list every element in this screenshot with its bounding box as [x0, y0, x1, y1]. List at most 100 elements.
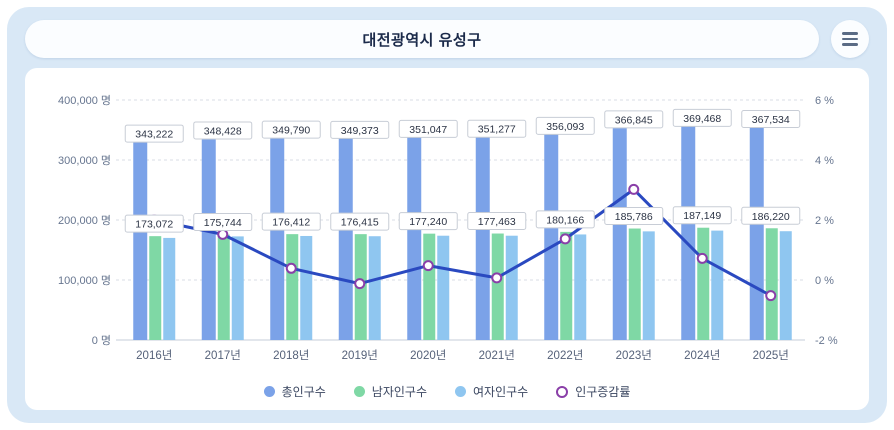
bar-female-2022년[interactable] [574, 234, 587, 340]
legend-item-total[interactable]: 총인구수 [263, 383, 326, 400]
marker-growth-2019년[interactable] [354, 278, 366, 290]
marker-growth-2020년[interactable] [422, 260, 434, 272]
y2-axis-tick: -2 % [815, 335, 838, 347]
bar-male-2020년[interactable] [423, 233, 436, 340]
legend-label: 인구증감률 [575, 385, 631, 399]
label-male-2023년-box [604, 207, 664, 226]
label-total-2021년: 351,277 [478, 124, 516, 136]
label-total-2016년-box [124, 124, 184, 143]
bar-female-2024년[interactable] [711, 230, 724, 340]
y-axis-tick: 100,000 명 [58, 274, 111, 287]
label-total-2023년-box [604, 110, 664, 129]
x-axis-tick: 2021년 [479, 349, 515, 362]
label-male-2025년: 186,220 [752, 211, 790, 223]
y2-axis-tick: 0 % [815, 275, 834, 287]
y-axis-tick: 200,000 명 [58, 214, 111, 227]
menu-button[interactable] [831, 20, 869, 58]
marker-growth-2018년[interactable] [285, 262, 297, 274]
label-male-2020년-box [398, 212, 458, 231]
bar-male-2024년[interactable] [697, 227, 710, 340]
bar-male-2021년[interactable] [491, 233, 504, 340]
label-total-2017년: 348,428 [204, 125, 242, 137]
bar-female-2019년[interactable] [368, 236, 381, 340]
label-male-2022년: 180,166 [546, 214, 584, 226]
population-chart: 0 명 -2 % 100,000 명 0 % 200,000 명 2 % 300,000 명… [58, 94, 838, 362]
legend-dot-icon-female [454, 386, 466, 397]
legend-dot-icon-male [353, 386, 365, 397]
label-total-2018년: 349,790 [272, 125, 310, 137]
label-male-2025년-box [741, 206, 801, 225]
x-axis-tick: 2019년 [342, 349, 378, 362]
label-male-2022년-box [535, 210, 595, 229]
bar-total-2022년[interactable] [544, 126, 559, 340]
x-axis-tick: 2016년 [136, 349, 172, 362]
legend-item-growth[interactable]: 인구증감률 [556, 383, 630, 400]
label-total-2019년: 349,373 [341, 125, 379, 137]
label-total-2020년-box [398, 119, 458, 138]
bar-total-2021년[interactable] [475, 129, 490, 340]
marker-growth-2021년[interactable] [491, 272, 503, 284]
x-axis-tick: 2018년 [273, 349, 309, 362]
y-axis-tick: 300,000 명 [58, 154, 111, 167]
label-male-2018년-box [261, 212, 321, 231]
label-male-2024년-box [672, 206, 732, 225]
bar-female-2021년[interactable] [505, 235, 518, 340]
bar-male-2022년[interactable] [560, 231, 573, 340]
label-total-2021년-box [467, 119, 527, 138]
marker-growth-2025년[interactable] [765, 290, 777, 302]
x-axis-tick: 2025년 [753, 349, 789, 362]
legend-item-male[interactable]: 남자인구수 [353, 383, 427, 400]
label-male-2024년: 187,149 [683, 210, 721, 222]
bar-total-2023년[interactable] [612, 119, 627, 340]
bar-total-2020년[interactable] [407, 129, 422, 340]
legend-item-female[interactable]: 여자인구수 [454, 383, 528, 400]
line-growth-rate [153, 187, 772, 297]
label-total-2024년-box [672, 108, 732, 127]
legend-ring-icon-growth [556, 385, 569, 398]
bar-total-2025년[interactable] [749, 119, 764, 340]
legend-dot-icon-total [263, 386, 275, 397]
label-male-2021년: 177,463 [478, 216, 516, 228]
bar-total-2019년[interactable] [338, 130, 353, 340]
label-male-2019년-box [330, 212, 390, 231]
bar-male-2017년[interactable] [217, 234, 230, 340]
bar-total-2016년[interactable] [133, 134, 148, 340]
label-male-2017년: 175,744 [204, 217, 242, 229]
legend-label: 총인구수 [281, 385, 326, 399]
chart-legend: 총인구수 남자인구수 여자인구수 인구증감률 [25, 383, 869, 400]
label-total-2024년: 369,468 [683, 113, 721, 125]
bar-male-2016년[interactable] [149, 236, 162, 340]
page-title: 대전광역시 유성구 [362, 31, 482, 49]
bar-total-2017년[interactable] [201, 130, 216, 340]
marker-growth-2022년[interactable] [559, 233, 571, 245]
marker-growth-2023년[interactable] [628, 183, 640, 195]
x-axis-tick: 2017년 [205, 349, 241, 362]
label-male-2019년: 176,415 [341, 217, 379, 229]
label-total-2025년-box [741, 109, 801, 128]
bar-female-2018년[interactable] [300, 235, 313, 340]
marker-growth-2024년[interactable] [696, 252, 708, 264]
title-bar: 대전광역시 유성구 [25, 20, 819, 58]
bar-female-2017년[interactable] [231, 236, 244, 340]
label-total-2023년: 366,845 [615, 114, 653, 126]
bar-female-2025년[interactable] [779, 231, 792, 340]
bar-total-2024년[interactable] [681, 118, 696, 340]
bar-male-2023년[interactable] [628, 228, 641, 340]
bar-male-2018년[interactable] [286, 234, 299, 340]
chart-panel: 0 명 -2 % 100,000 명 0 % 200,000 명 2 % 300,000 명… [25, 68, 869, 410]
bar-male-2025년[interactable] [765, 228, 778, 340]
x-axis-tick: 2023년 [616, 349, 652, 362]
bar-female-2020년[interactable] [437, 235, 450, 340]
bar-total-2018년[interactable] [270, 130, 285, 340]
label-total-2018년-box [261, 120, 321, 139]
label-male-2017년-box [193, 213, 253, 232]
label-total-2019년-box [330, 120, 390, 139]
label-total-2020년: 351,047 [409, 124, 447, 136]
y2-axis-tick: 4 % [815, 155, 834, 167]
y-axis-tick: 0 명 [92, 334, 111, 347]
y-axis-tick: 400,000 명 [58, 94, 111, 107]
label-male-2021년-box [467, 212, 527, 231]
bar-female-2016년[interactable] [163, 237, 176, 340]
bar-female-2023년[interactable] [642, 231, 655, 340]
marker-growth-2017년[interactable] [217, 228, 229, 240]
